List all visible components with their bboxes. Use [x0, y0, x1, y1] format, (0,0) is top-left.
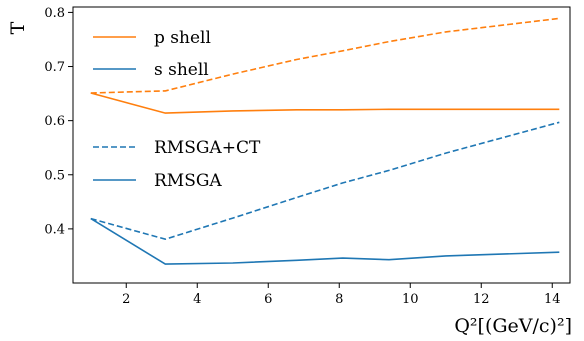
series-line-p-shell-rmsga-ct	[90, 17, 560, 94]
x-tick-label: 10	[402, 292, 419, 307]
x-tick-label: 12	[473, 292, 490, 307]
series-layer	[90, 17, 560, 265]
x-tick-label: 14	[544, 292, 561, 307]
y-tick-label: 0.8	[44, 6, 65, 21]
y-tick-label: 0.6	[44, 114, 65, 129]
legend-shell-label: s shell	[154, 60, 209, 80]
x-axis-title: Q²[(GeV/c)²]	[454, 315, 572, 337]
legend-shell-label: p shell	[154, 28, 211, 48]
x-tick-label: 6	[264, 292, 272, 307]
legend-model-label: RMSGA+CT	[154, 138, 261, 158]
y-tick-label: 0.7	[44, 60, 65, 75]
x-tick-label: 8	[335, 292, 343, 307]
series-line-s-shell-rmsga	[90, 217, 560, 265]
legend-model-label: RMSGA	[154, 171, 222, 191]
y-axis-title: T	[7, 21, 29, 34]
series-line-p-shell-rmsga	[90, 92, 560, 114]
y-tick-label: 0.5	[44, 168, 65, 183]
y-tick-label: 0.4	[44, 222, 65, 237]
x-tick-label: 4	[193, 292, 201, 307]
legend: p shell s shell RMSGA+CT RMSGA	[93, 28, 261, 191]
axis-layer: 2 4 6 8 10 12 14 0.4 0.5 0.6 0.7 0.8	[44, 6, 560, 307]
plot-frame	[72, 6, 571, 284]
series-line-s-shell-rmsga-ct	[90, 121, 560, 241]
x-tick-label: 2	[122, 292, 130, 307]
